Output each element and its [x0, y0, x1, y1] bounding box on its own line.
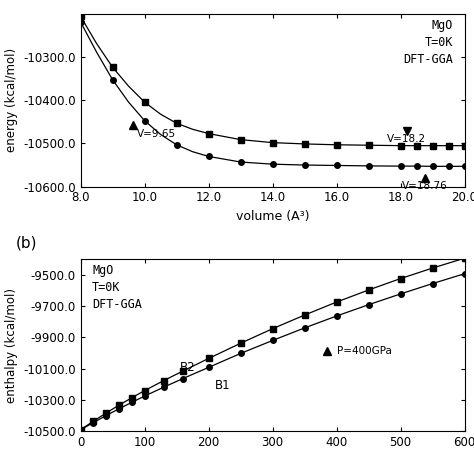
Text: P=400GPa: P=400GPa [337, 346, 392, 356]
X-axis label: volume (A³): volume (A³) [236, 210, 310, 223]
Text: B2: B2 [180, 361, 195, 374]
Y-axis label: enthalpy (kcal/mol): enthalpy (kcal/mol) [5, 288, 18, 402]
Text: V=18.2: V=18.2 [387, 134, 427, 144]
Text: B1: B1 [215, 379, 230, 392]
Text: V=9.65: V=9.65 [137, 129, 176, 139]
Text: V=18.76: V=18.76 [402, 182, 448, 191]
Text: MgO
T=0K
DFT-GGA: MgO T=0K DFT-GGA [403, 19, 453, 66]
Y-axis label: energy (kcal/mol): energy (kcal/mol) [5, 48, 18, 153]
Text: (b): (b) [15, 236, 37, 250]
Text: MgO
T=0K
DFT-GGA: MgO T=0K DFT-GGA [92, 264, 142, 311]
